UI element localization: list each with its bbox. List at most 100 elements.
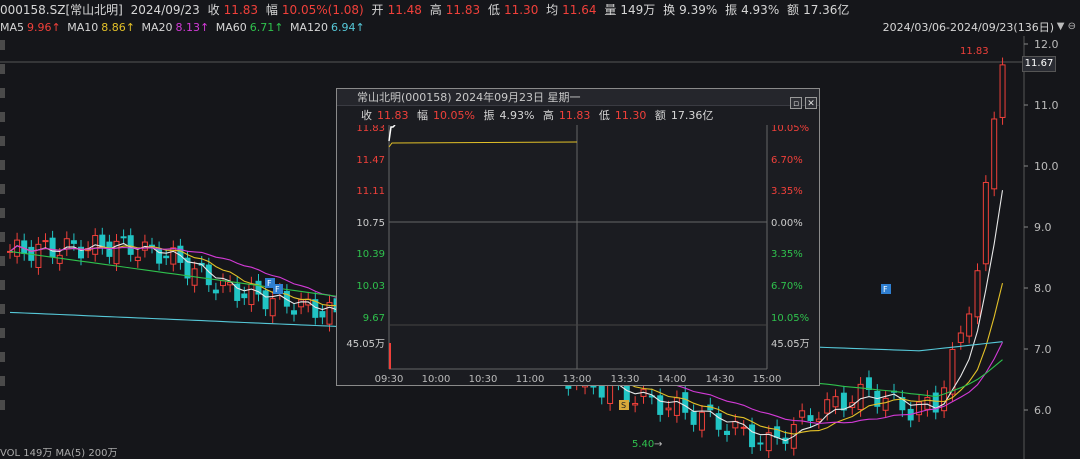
mini-left-axis-label: 10.39	[356, 249, 385, 260]
ma5-line	[9, 242, 337, 311]
candle-body	[865, 377, 872, 390]
mini-left-axis-label: 9.67	[363, 313, 385, 324]
f-marker-label: F	[883, 285, 888, 294]
popup-low-value: 11.30	[614, 109, 647, 122]
candle-body	[882, 397, 889, 411]
candle-body	[42, 240, 49, 243]
date-range[interactable]: 2024/03/06-2024/09/23(136日)	[882, 21, 1054, 34]
mini-right-axis-label: 3.35%	[771, 186, 803, 197]
popup-amount-label: 额	[654, 109, 666, 122]
stock-code[interactable]: 000158.SZ[常山北明]	[0, 3, 123, 17]
candle-body	[682, 392, 689, 413]
price-axis: 12.0 11.0 10.0 9.0 8.0 7.0 6.0	[1024, 38, 1059, 417]
candle-body	[799, 410, 806, 418]
f-marker-label: F	[267, 279, 272, 288]
candle-body	[832, 396, 839, 408]
candle-body	[49, 237, 56, 258]
popup-amplitude-value: 4.93%	[499, 109, 535, 122]
candle-body	[319, 311, 326, 318]
volume-value: 149万	[620, 3, 656, 17]
ma5-value: 9.96↑	[27, 21, 61, 34]
mini-left-axis-label: 11.11	[356, 186, 385, 197]
popup-amplitude-label: 振	[483, 109, 495, 122]
ma10-label: MA10	[67, 21, 99, 34]
ma120-line	[9, 311, 337, 327]
price-axis-label: 8.0	[1034, 282, 1052, 295]
chart-grid	[0, 36, 1025, 459]
ma20-line	[9, 245, 337, 298]
mini-left-axis-label: 10.03	[356, 281, 385, 292]
intraday-chart[interactable]: 11.83 10.05% 11.47 6.70% 11.11 3.35% 10.75 0.00…	[337, 125, 819, 385]
restore-icon[interactable]: ▫	[790, 97, 802, 109]
mini-volume-bar	[389, 343, 391, 369]
popup-title[interactable]: 常山北明(000158) 2024年09月23日 星期一	[337, 89, 819, 106]
candle-body	[840, 392, 847, 411]
popup-quote-row: 收 11.83 幅 10.05% 振 4.93% 高 11.83 低 11.30 额 17.…	[361, 109, 718, 123]
price-axis-label: 12.0	[1034, 38, 1059, 51]
f-marker-label: F	[275, 285, 280, 294]
amount-value: 17.36亿	[803, 3, 850, 17]
ma20-value: 8.13↑	[175, 21, 210, 34]
candle-body	[957, 332, 964, 343]
candle-body	[99, 234, 106, 248]
close-icon[interactable]: ✕	[805, 97, 817, 109]
candle-body	[807, 415, 814, 421]
mini-left-axis-label: 11.47	[356, 155, 385, 166]
candle-body	[740, 426, 747, 429]
range-dropdown-icon[interactable]: ▼ ⊖	[1056, 21, 1076, 32]
candle-body	[269, 298, 276, 317]
quote-header: 000158.SZ[常山北明] 2024/09/23 收 11.83 幅 10.05…	[0, 0, 1080, 20]
popup-high-label: 高	[542, 109, 554, 122]
candle-body	[749, 424, 756, 448]
candle-body	[724, 430, 730, 435]
popup-change-label: 幅	[417, 109, 428, 122]
popup-low-label: 低	[598, 109, 610, 122]
ma-legend: MA5 9.96↑ MA10 8.86↑ MA20 8.13↑ MA60 6.71↑ M…	[0, 20, 1080, 36]
ma5-label: MA5	[0, 21, 25, 34]
candle-body	[698, 411, 705, 431]
mini-volume-label: 45.05万	[346, 339, 385, 350]
ma60-label: MA60	[215, 21, 247, 34]
ma120-value: 6.94↑	[330, 21, 365, 34]
popup-close-value: 11.83	[377, 109, 409, 122]
candle-body	[241, 293, 248, 299]
candle-body	[163, 255, 170, 259]
candle-body	[924, 397, 931, 410]
turnover-label: 换	[663, 3, 676, 17]
mini-right-axis-label: 6.70%	[771, 155, 803, 166]
avg-value: 11.64	[562, 3, 597, 17]
candle-body	[283, 290, 290, 307]
intraday-popup[interactable]: 常山北明(000158) 2024年09月23日 星期一 ▫ ✕ 收 11.83 幅…	[336, 88, 820, 386]
candle-body	[607, 383, 614, 404]
amount-label: 额	[787, 3, 800, 17]
mini-time-label: 14:30	[706, 374, 735, 385]
candle-body	[899, 397, 906, 411]
candle-body	[170, 247, 177, 265]
mini-time-label: 13:00	[563, 374, 592, 385]
f-marker-icon	[265, 278, 275, 288]
candle-body	[205, 264, 212, 286]
f-marker-icon	[273, 284, 283, 294]
candle-body	[949, 348, 956, 395]
candle-body	[982, 181, 989, 265]
ma20-label: MA20	[141, 21, 173, 34]
candle-body	[598, 384, 605, 398]
candle-body	[715, 413, 722, 430]
mini-time-label: 13:30	[611, 374, 640, 385]
high-label: 高	[429, 3, 442, 17]
mini-time-label: 11:00	[516, 374, 545, 385]
ma10-line	[559, 282, 1004, 435]
s-marker-label: S	[621, 401, 626, 410]
ma10-value: 8.86↑	[101, 21, 135, 34]
candle-body	[657, 395, 664, 415]
candle-body	[632, 402, 639, 406]
candle-body	[932, 392, 939, 413]
f-marker-icon	[881, 284, 891, 294]
candle-body	[298, 299, 305, 308]
ma60-value: 6.71↑	[249, 21, 284, 34]
ma5-line	[559, 190, 1004, 442]
kline-chart[interactable]: 12.011.010.09.08.07.06.0 11.835.40 →FF FS	[0, 36, 1080, 459]
left-tab-strip[interactable]	[0, 40, 6, 459]
candle-body	[255, 280, 262, 295]
mini-right-axis-label: 10.05%	[771, 313, 809, 324]
